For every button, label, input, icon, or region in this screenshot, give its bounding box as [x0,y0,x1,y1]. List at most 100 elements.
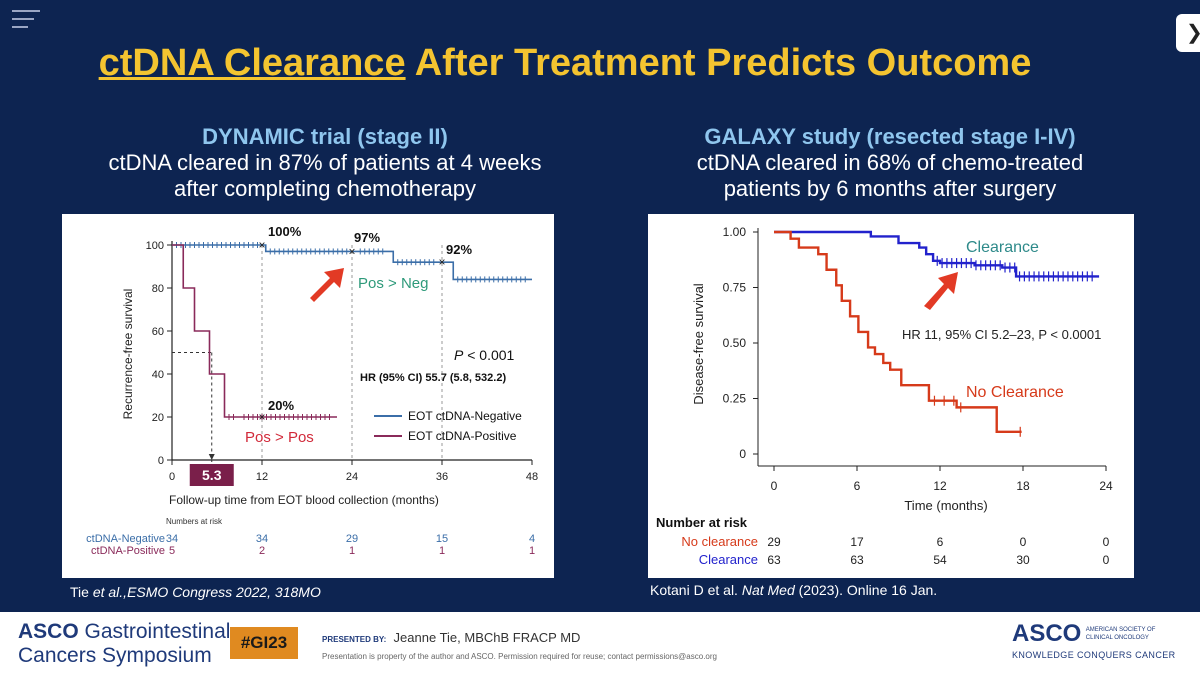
y-tick-label: 0.25 [723,392,747,406]
x-marker: × [348,244,355,258]
annotation-100: 100% [268,224,302,239]
x-tick-label: 18 [1016,479,1030,493]
presenter-line: PRESENTED BY: Jeanne Tie, MBChB FRACP MD [322,630,580,645]
series-line-clearance [774,230,1100,278]
risk-cell: 1 [439,545,445,557]
dynamic-chart-panel: 0 20 40 60 80 100 0 12 24 36 48 Follow-up time from… [62,214,554,578]
p-value: P < 0.001 [454,347,515,363]
asco-logo: ASCO AMERICAN SOCIETY OF CLINICAL ONCOLOG… [1012,620,1192,660]
x-axis-label: Time (months) [904,498,987,513]
y-tick-label: 100 [146,240,164,252]
asco-sub1: AMERICAN SOCIETY OF [1085,627,1156,633]
annotation-pos-pos: Pos > Pos [245,429,314,446]
red-arrow-icon [310,268,344,302]
x-tick-label: 6 [854,479,861,493]
y-tick-label: 0.50 [723,336,747,350]
risk-row-label: ctDNA-Negative [86,533,165,545]
x-tick-label: 12 [256,471,268,483]
legend-negative: EOT ctDNA-Negative [408,409,522,423]
risk-cell: 17 [850,535,864,549]
legend-positive: EOT ctDNA-Positive [408,429,517,443]
x-axis-label: Follow-up time from EOT blood collection… [169,493,439,507]
cite-etal: et al., [92,584,128,600]
x-tick-label: 24 [346,471,358,483]
x-tick-label: 24 [1099,479,1113,493]
slide-title: ctDNA Clearance After Treatment Predicts… [0,42,1130,85]
y-tick-label: 0.75 [723,281,747,295]
risk-cell: 5 [169,545,175,557]
y-axis-label: Disease-free survival [691,283,706,404]
asco-sub2: CLINICAL ONCOLOGY [1085,635,1149,641]
x-tick-label: 12 [933,479,947,493]
cite-journal: Nat Med [741,582,795,598]
logo-brand: ASCO [18,620,79,643]
left-heading: DYNAMIC trial (stage II) [202,124,448,149]
risk-cell: 34 [166,533,178,545]
median-arrow [208,454,215,460]
left-line2: after completing chemotherapy [173,176,477,201]
risk-cell: 34 [256,533,268,545]
y-tick-label: 20 [152,412,164,424]
risk-cell: 0 [1020,535,1027,549]
right-heading: GALAXY study (resected stage I-IV) [704,124,1076,149]
median-label: 5.3 [202,467,222,483]
risk-cell: 0 [1103,553,1110,567]
left-subheading: DYNAMIC trial (stage II) ctDNA cleared i… [60,124,590,202]
x-marker: × [438,255,445,269]
menu-icon[interactable] [12,10,40,32]
series-line-negative [172,244,532,281]
presented-by-label: PRESENTED BY: [322,635,387,644]
title-rest: After Treatment Predicts Outcome [405,42,1032,84]
annotation-clearance: Clearance [966,239,1039,256]
y-tick-label: 80 [152,283,164,295]
risk-table-title: Number at risk [656,515,748,530]
risk-cell: 4 [529,533,535,545]
hazard-ratio: HR 11, 95% CI 5.2–23, P < 0.0001 [902,327,1101,342]
risk-row-label: No clearance [681,534,758,549]
symposium-logo: ASCO Gastrointestinal Cancers Symposium [18,620,230,668]
x-tick-label: 0 [169,471,175,483]
x-tick-label: 0 [771,479,778,493]
y-tick-label: 0 [158,455,164,467]
left-citation: Tie et al.,ESMO Congress 2022, 318MO [70,584,321,600]
slide-footer: ASCO Gastrointestinal Cancers Symposium … [0,612,1200,674]
galaxy-chart-panel: 0 0.25 0.50 0.75 1.00 0 6 12 18 24 Time (months) Di… [648,214,1134,578]
red-arrow-icon [924,272,958,310]
risk-cell: 15 [436,533,448,545]
risk-cell: 54 [933,553,947,567]
cite-author: Tie [70,584,93,600]
annotation-pos-neg: Pos > Neg [358,275,428,292]
series-line-no-clearance [774,230,1022,433]
asco-tagline: KNOWLEDGE CONQUERS CANCER [1012,650,1176,660]
risk-cell: 63 [767,553,781,567]
hazard-ratio: HR (95% CI) 55.7 (5.8, 532.2) [360,372,506,384]
title-underlined: ctDNA Clearance [98,42,406,84]
next-slide-button[interactable]: ❯ [1176,14,1200,52]
logo-symposium: Cancers Symposium [18,644,212,667]
risk-cell: 0 [1103,535,1110,549]
risk-cell: 63 [850,553,864,567]
annotation-97: 97% [354,230,380,245]
galaxy-km-chart: 0 0.25 0.50 0.75 1.00 0 6 12 18 24 Time (months) Di… [656,225,1113,567]
risk-cell: 1 [529,545,535,557]
y-tick-label: 60 [152,326,164,338]
x-marker: × [258,410,265,424]
right-citation: Kotani D et al. Nat Med (2023). Online 1… [650,582,937,598]
asco-wordmark: ASCO [1012,620,1082,647]
right-line1: ctDNA cleared in 68% of chemo-treated [696,150,1084,175]
risk-cell: 1 [349,545,355,557]
hashtag-badge: #GI23 [230,627,298,659]
left-line1: ctDNA cleared in 87% of patients at 4 we… [108,150,542,175]
x-tick-label: 36 [436,471,448,483]
risk-cell: 2 [259,545,265,557]
series-line-positive [172,244,337,418]
risk-row-label: Clearance [699,552,758,567]
risk-cell: 6 [937,535,944,549]
median-box [189,464,234,486]
risk-cell: 30 [1016,553,1030,567]
cite-pre: Kotani D et al. [650,582,742,598]
risk-table-title: Numbers at risk [166,517,223,526]
x-tick-label: 48 [526,471,538,483]
risk-row-label: ctDNA-Positive [91,545,165,557]
